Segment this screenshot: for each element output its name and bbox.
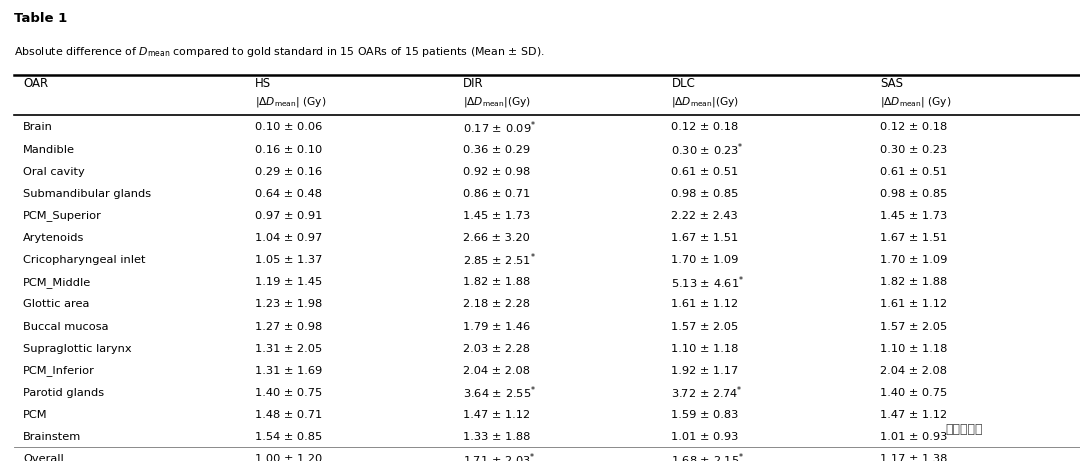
Text: SAS: SAS (880, 77, 903, 90)
Text: $|\Delta D_{\mathrm{mean}}|$(Gy): $|\Delta D_{\mathrm{mean}}|$(Gy) (672, 95, 740, 109)
Text: Oral cavity: Oral cavity (24, 167, 85, 177)
Text: 1.54 ± 0.85: 1.54 ± 0.85 (255, 432, 322, 442)
Text: 0.92 ± 0.98: 0.92 ± 0.98 (463, 167, 530, 177)
Text: 1.40 ± 0.75: 1.40 ± 0.75 (255, 388, 322, 398)
Text: 1.33 ± 1.88: 1.33 ± 1.88 (463, 432, 530, 442)
Text: 1.57 ± 2.05: 1.57 ± 2.05 (880, 322, 947, 331)
Text: 1.61 ± 1.12: 1.61 ± 1.12 (880, 300, 947, 309)
Text: $|\Delta D_{\mathrm{mean}}|$ (Gy): $|\Delta D_{\mathrm{mean}}|$ (Gy) (255, 95, 326, 109)
Text: 1.45 ± 1.73: 1.45 ± 1.73 (880, 211, 947, 221)
Text: 2.04 ± 2.08: 2.04 ± 2.08 (880, 366, 947, 376)
Text: 2.03 ± 2.28: 2.03 ± 2.28 (463, 344, 530, 354)
Text: 1.70 ± 1.09: 1.70 ± 1.09 (880, 255, 947, 265)
Text: DLC: DLC (672, 77, 696, 90)
Text: 1.82 ± 1.88: 1.82 ± 1.88 (880, 278, 947, 287)
Text: 1.68 ± 2.15$^{*}$: 1.68 ± 2.15$^{*}$ (672, 451, 745, 461)
Text: PCM_Superior: PCM_Superior (24, 211, 103, 221)
Text: 3.64 ± 2.55$^{*}$: 3.64 ± 2.55$^{*}$ (463, 384, 537, 401)
Text: 1.82 ± 1.88: 1.82 ± 1.88 (463, 278, 530, 287)
Text: 1.59 ± 0.83: 1.59 ± 0.83 (672, 410, 739, 420)
Text: 3.72 ± 2.74$^{*}$: 3.72 ± 2.74$^{*}$ (672, 384, 743, 401)
Text: 1.10 ± 1.18: 1.10 ± 1.18 (880, 344, 947, 354)
Text: Absolute difference of $D_{\mathrm{mean}}$ compared to gold standard in 15 OARs : Absolute difference of $D_{\mathrm{mean}… (14, 45, 544, 59)
Text: Mandible: Mandible (24, 145, 76, 154)
Text: 2.66 ± 3.20: 2.66 ± 3.20 (463, 233, 530, 243)
Text: Cricopharyngeal inlet: Cricopharyngeal inlet (24, 255, 146, 265)
Text: 1.01 ± 0.93: 1.01 ± 0.93 (880, 432, 947, 442)
Text: 1.79 ± 1.46: 1.79 ± 1.46 (463, 322, 530, 331)
Text: OAR: OAR (24, 77, 49, 90)
Text: Brain: Brain (24, 123, 53, 132)
Text: 2.85 ± 2.51$^{*}$: 2.85 ± 2.51$^{*}$ (463, 252, 536, 268)
Text: 2.22 ± 2.43: 2.22 ± 2.43 (672, 211, 739, 221)
Text: 1.23 ± 1.98: 1.23 ± 1.98 (255, 300, 322, 309)
Text: 2.04 ± 2.08: 2.04 ± 2.08 (463, 366, 530, 376)
Text: 0.61 ± 0.51: 0.61 ± 0.51 (880, 167, 947, 177)
Text: PCM_Inferior: PCM_Inferior (24, 366, 95, 376)
Text: PCM_Middle: PCM_Middle (24, 277, 92, 288)
Text: 1.04 ± 0.97: 1.04 ± 0.97 (255, 233, 322, 243)
Text: Glottic area: Glottic area (24, 300, 90, 309)
Text: Buccal mucosa: Buccal mucosa (24, 322, 109, 331)
Text: 2.18 ± 2.28: 2.18 ± 2.28 (463, 300, 530, 309)
Text: 1.05 ± 1.37: 1.05 ± 1.37 (255, 255, 322, 265)
Text: 1.45 ± 1.73: 1.45 ± 1.73 (463, 211, 530, 221)
Text: 1.40 ± 0.75: 1.40 ± 0.75 (880, 388, 947, 398)
Text: 0.10 ± 0.06: 0.10 ± 0.06 (255, 123, 322, 132)
Text: 1.19 ± 1.45: 1.19 ± 1.45 (255, 278, 322, 287)
Text: 0.61 ± 0.51: 0.61 ± 0.51 (672, 167, 739, 177)
Text: 1.00 ± 1.20: 1.00 ± 1.20 (255, 455, 322, 461)
Text: PCM: PCM (24, 410, 48, 420)
Text: 1.61 ± 1.12: 1.61 ± 1.12 (672, 300, 739, 309)
Text: 0.64 ± 0.48: 0.64 ± 0.48 (255, 189, 322, 199)
Text: Submandibular glands: Submandibular glands (24, 189, 151, 199)
Text: Parotid glands: Parotid glands (24, 388, 105, 398)
Text: 1.31 ± 2.05: 1.31 ± 2.05 (255, 344, 322, 354)
Text: 1.92 ± 1.17: 1.92 ± 1.17 (672, 366, 739, 376)
Text: Arytenoids: Arytenoids (24, 233, 84, 243)
Text: 0.12 ± 0.18: 0.12 ± 0.18 (672, 123, 739, 132)
Text: 1.71 ± 2.03$^{*}$: 1.71 ± 2.03$^{*}$ (463, 451, 536, 461)
Text: 1.47 ± 1.12: 1.47 ± 1.12 (880, 410, 947, 420)
Text: Table 1: Table 1 (14, 12, 67, 24)
Text: 0.30 ± 0.23: 0.30 ± 0.23 (880, 145, 947, 154)
Text: $|\Delta D_{\mathrm{mean}}|$(Gy): $|\Delta D_{\mathrm{mean}}|$(Gy) (463, 95, 531, 109)
Text: Overall: Overall (24, 455, 64, 461)
Text: 1.48 ± 0.71: 1.48 ± 0.71 (255, 410, 322, 420)
Text: 1.31 ± 1.69: 1.31 ± 1.69 (255, 366, 322, 376)
Text: 0.97 ± 0.91: 0.97 ± 0.91 (255, 211, 322, 221)
Text: 0.29 ± 0.16: 0.29 ± 0.16 (255, 167, 322, 177)
Text: $|\Delta D_{\mathrm{mean}}|$ (Gy): $|\Delta D_{\mathrm{mean}}|$ (Gy) (880, 95, 951, 109)
Text: 1.47 ± 1.12: 1.47 ± 1.12 (463, 410, 530, 420)
Text: 0.12 ± 0.18: 0.12 ± 0.18 (880, 123, 947, 132)
Text: 0.86 ± 0.71: 0.86 ± 0.71 (463, 189, 530, 199)
Text: Brainstem: Brainstem (24, 432, 82, 442)
Text: 1.17 ± 1.38: 1.17 ± 1.38 (880, 455, 947, 461)
Text: 1.57 ± 2.05: 1.57 ± 2.05 (672, 322, 739, 331)
Text: DIR: DIR (463, 77, 484, 90)
Text: 0.30 ± 0.23$^{*}$: 0.30 ± 0.23$^{*}$ (672, 141, 744, 158)
Text: 1.67 ± 1.51: 1.67 ± 1.51 (880, 233, 947, 243)
Text: 5.13 ± 4.61$^{*}$: 5.13 ± 4.61$^{*}$ (672, 274, 745, 290)
Text: Supraglottic larynx: Supraglottic larynx (24, 344, 132, 354)
Text: 0.16 ± 0.10: 0.16 ± 0.10 (255, 145, 322, 154)
Text: HS: HS (255, 77, 271, 90)
Text: 1.67 ± 1.51: 1.67 ± 1.51 (672, 233, 739, 243)
Text: 1.70 ± 1.09: 1.70 ± 1.09 (672, 255, 739, 265)
Text: 0.36 ± 0.29: 0.36 ± 0.29 (463, 145, 530, 154)
Text: 0.98 ± 0.85: 0.98 ± 0.85 (672, 189, 739, 199)
Text: 0.98 ± 0.85: 0.98 ± 0.85 (880, 189, 947, 199)
Text: 1.27 ± 0.98: 1.27 ± 0.98 (255, 322, 322, 331)
Text: 物理师家园: 物理师家园 (945, 423, 983, 436)
Text: 1.10 ± 1.18: 1.10 ± 1.18 (672, 344, 739, 354)
Text: 1.01 ± 0.93: 1.01 ± 0.93 (672, 432, 739, 442)
Text: 0.17 ± 0.09$^{*}$: 0.17 ± 0.09$^{*}$ (463, 119, 537, 136)
